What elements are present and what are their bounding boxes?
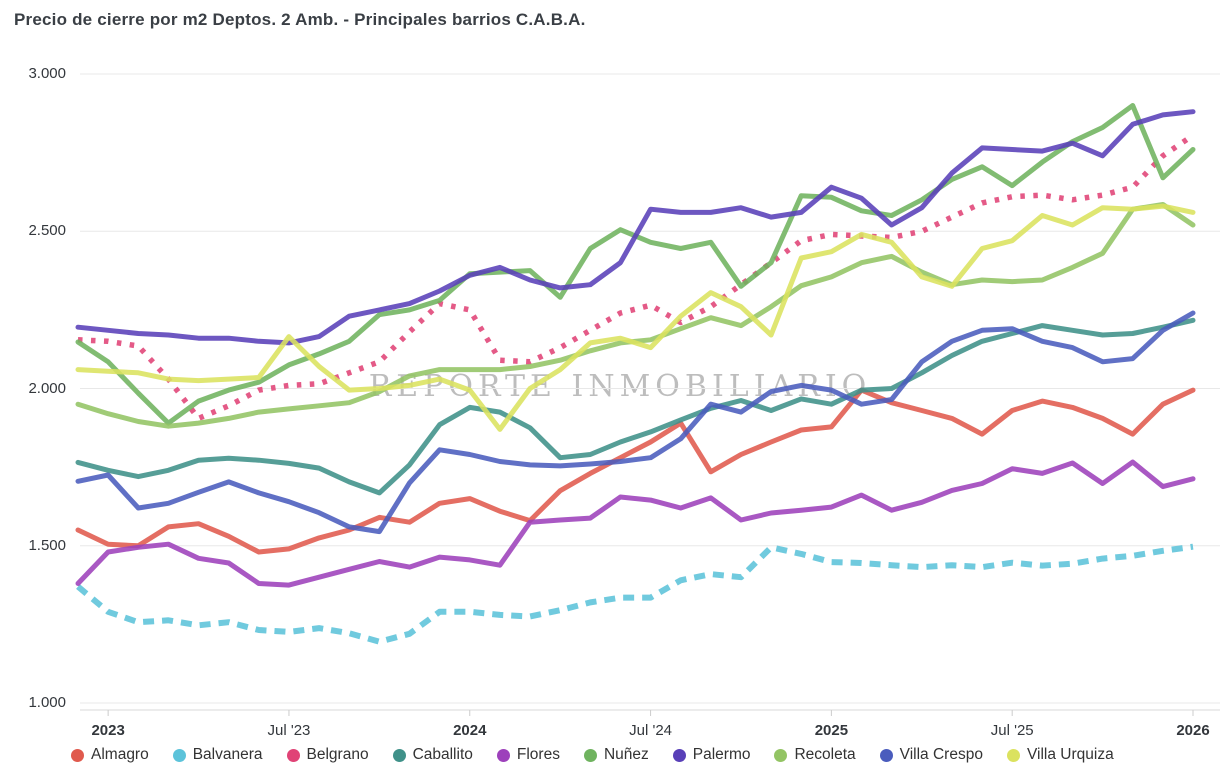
legend-item-flores[interactable]: Flores bbox=[496, 746, 560, 764]
x-axis-label: Jul '24 bbox=[629, 722, 672, 739]
y-axis-label: 2.000 bbox=[28, 379, 66, 397]
series-line-nunez bbox=[75, 103, 1196, 426]
y-axis-label: 1.500 bbox=[28, 536, 66, 554]
legend-marker-villa-urquiza bbox=[1006, 748, 1020, 762]
x-axis-label: 2025 bbox=[814, 722, 849, 739]
legend-label: Villa Crespo bbox=[899, 746, 983, 763]
x-axis-label: 2024 bbox=[453, 722, 487, 739]
watermark: REPORTE INMOBILIARIO bbox=[368, 369, 872, 404]
y-axis-label: 3.000 bbox=[28, 65, 66, 82]
legend-marker-flores bbox=[496, 748, 510, 762]
legend-marker-nunez bbox=[583, 748, 597, 762]
series-line-almagro bbox=[75, 387, 1196, 555]
legend-item-belgrano[interactable]: Belgrano bbox=[286, 746, 369, 764]
legend-marker-palermo bbox=[672, 748, 686, 762]
legend-item-caballito[interactable]: Caballito bbox=[392, 746, 473, 764]
x-axis-label: 2023 bbox=[91, 722, 125, 739]
series-line-palermo bbox=[75, 109, 1196, 346]
legend-label: Almagro bbox=[91, 746, 149, 763]
legend-marker-belgrano bbox=[286, 748, 300, 762]
series-line-flores bbox=[75, 459, 1196, 588]
series-line-caballito bbox=[75, 317, 1196, 496]
chart-title: Precio de cierre por m2 Deptos. 2 Amb. -… bbox=[14, 10, 586, 29]
legend-label: Villa Urquiza bbox=[1026, 746, 1114, 763]
legend: Almagro Balvanera Belgrano Caballito Flores N… bbox=[71, 746, 1114, 764]
legend-item-balvanera[interactable]: Balvanera bbox=[172, 746, 263, 764]
legend-label: Balvanera bbox=[192, 746, 263, 763]
y-axis-label: 2.500 bbox=[28, 222, 66, 240]
legend-item-almagro[interactable]: Almagro bbox=[71, 746, 149, 764]
legend-label: Belgrano bbox=[306, 746, 369, 763]
x-axis-label: Jul '23 bbox=[267, 722, 311, 739]
legend-item-villa-urquiza[interactable]: Villa Urquiza bbox=[1006, 746, 1114, 764]
legend-marker-almagro bbox=[71, 748, 84, 762]
legend-marker-balvanera bbox=[172, 748, 186, 762]
series-line-villa-crespo bbox=[75, 310, 1196, 535]
legend-label: Caballito bbox=[412, 746, 473, 763]
legend-marker-villa-crespo bbox=[879, 748, 893, 762]
y-axis-label: 1.000 bbox=[28, 694, 66, 711]
legend-item-villa-crespo[interactable]: Villa Crespo bbox=[879, 746, 983, 764]
legend-item-palermo[interactable]: Palermo bbox=[672, 746, 751, 764]
x-axis-label: 2026 bbox=[1176, 722, 1210, 739]
legend-label: Flores bbox=[516, 746, 560, 763]
legend-label: Palermo bbox=[692, 746, 751, 763]
x-axis-label: Jul '25 bbox=[990, 722, 1034, 739]
series-line-balvanera bbox=[76, 543, 1194, 645]
legend-marker-caballito bbox=[392, 748, 406, 762]
legend-label: Nuñez bbox=[603, 746, 649, 763]
legend-item-nunez[interactable]: Nuñez bbox=[583, 746, 649, 764]
series-line-villa-urquiza bbox=[75, 203, 1196, 432]
legend-marker-recoleta bbox=[774, 748, 788, 762]
legend-label: Recoleta bbox=[794, 746, 856, 763]
legend-item-recoleta[interactable]: Recoleta bbox=[774, 746, 856, 764]
